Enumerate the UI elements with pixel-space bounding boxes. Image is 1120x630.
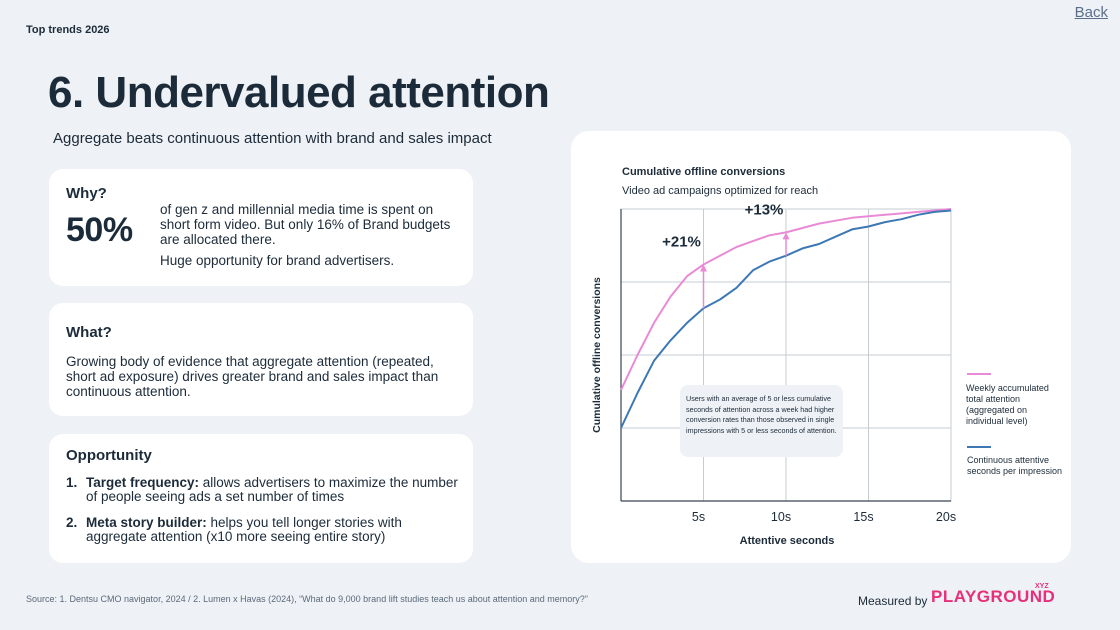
list-item-text: allows advertisers to maximize the numbe… — [86, 475, 458, 504]
opportunity-heading: Opportunity — [66, 447, 152, 464]
top-label: Top trends 2026 — [26, 24, 110, 36]
uplift-label: +21% — [662, 233, 701, 250]
why-text-secondary: Huge opportunity for brand advertisers. — [160, 253, 395, 268]
brand-logo: PLAYGROUND — [931, 587, 1056, 606]
chart-card: Cumulative offline conversions Video ad … — [571, 131, 1071, 563]
legend-label-aggregate: Weekly accumulated total attention (aggr… — [966, 383, 1049, 426]
chart-legend: Weekly accumulated total attention (aggr… — [966, 373, 1063, 476]
chart-title: Cumulative offline conversions — [622, 166, 785, 178]
x-tick-label: 5s — [692, 510, 705, 524]
why-heading: Why? — [66, 185, 107, 202]
list-item: 1. Target frequency: allows advertisers … — [66, 476, 461, 504]
callout-box: Users with an average of 5 or less cumul… — [680, 385, 843, 457]
page-subtitle: Aggregate beats continuous attention wit… — [53, 130, 492, 147]
x-tick-label: 20s — [936, 510, 956, 524]
x-tick-label: 10s — [771, 510, 791, 524]
list-item-title: Target frequency: — [86, 475, 200, 490]
callout-text: Users with an average of 5 or less cumul… — [686, 394, 837, 435]
uplift-arrow-head — [700, 264, 707, 272]
x-tick-label: 15s — [853, 510, 873, 524]
what-heading: What? — [66, 324, 112, 341]
callout-background — [680, 385, 843, 457]
uplift-arrow-head — [782, 232, 790, 240]
why-stat: 50% — [66, 211, 133, 249]
legend-label-continuous: Continuous attentive seconds per impress… — [967, 455, 1063, 476]
what-card: What? Growing body of evidence that aggr… — [49, 303, 473, 416]
list-item-body: Meta story builder: helps you tell longe… — [86, 516, 461, 544]
x-axis-ticks: 5s 10s 15s 20s — [692, 510, 956, 524]
list-item: 2. Meta story builder: helps you tell lo… — [66, 516, 461, 544]
page-title: 6. Undervalued attention — [48, 68, 550, 117]
measured-by-label: Measured by — [858, 594, 928, 608]
list-item-number: 2. — [66, 515, 78, 530]
why-card: Why? 50% of gen z and millennial media t… — [49, 169, 473, 286]
conversions-chart: Cumulative offline conversions Video ad … — [591, 166, 1063, 547]
opportunity-list: 1. Target frequency: allows advertisers … — [66, 476, 461, 556]
x-axis-label: Attentive seconds — [740, 535, 835, 547]
what-text: Growing body of evidence that aggregate … — [66, 354, 439, 399]
list-item-text: helps you tell longer stories with aggre… — [86, 515, 402, 544]
chart-subtitle: Video ad campaigns optimized for reach — [622, 185, 818, 197]
back-link[interactable]: Back — [1074, 4, 1108, 21]
list-item-number: 1. — [66, 475, 78, 490]
list-item-body: Target frequency: allows advertisers to … — [86, 476, 461, 504]
chart-annotations: +21% +13% — [662, 201, 790, 309]
list-item-title: Meta story builder: — [86, 515, 207, 530]
opportunity-card: Opportunity 1. Target frequency: allows … — [49, 434, 473, 563]
source-footnote: Source: 1. Dentsu CMO navigator, 2024 / … — [26, 594, 588, 604]
uplift-label: +13% — [745, 201, 784, 218]
brand-logo-superscript: XYZ — [1035, 583, 1049, 590]
why-text: of gen z and millennial media time is sp… — [160, 202, 451, 247]
y-axis-label: Cumulative offline conversions — [591, 277, 603, 433]
